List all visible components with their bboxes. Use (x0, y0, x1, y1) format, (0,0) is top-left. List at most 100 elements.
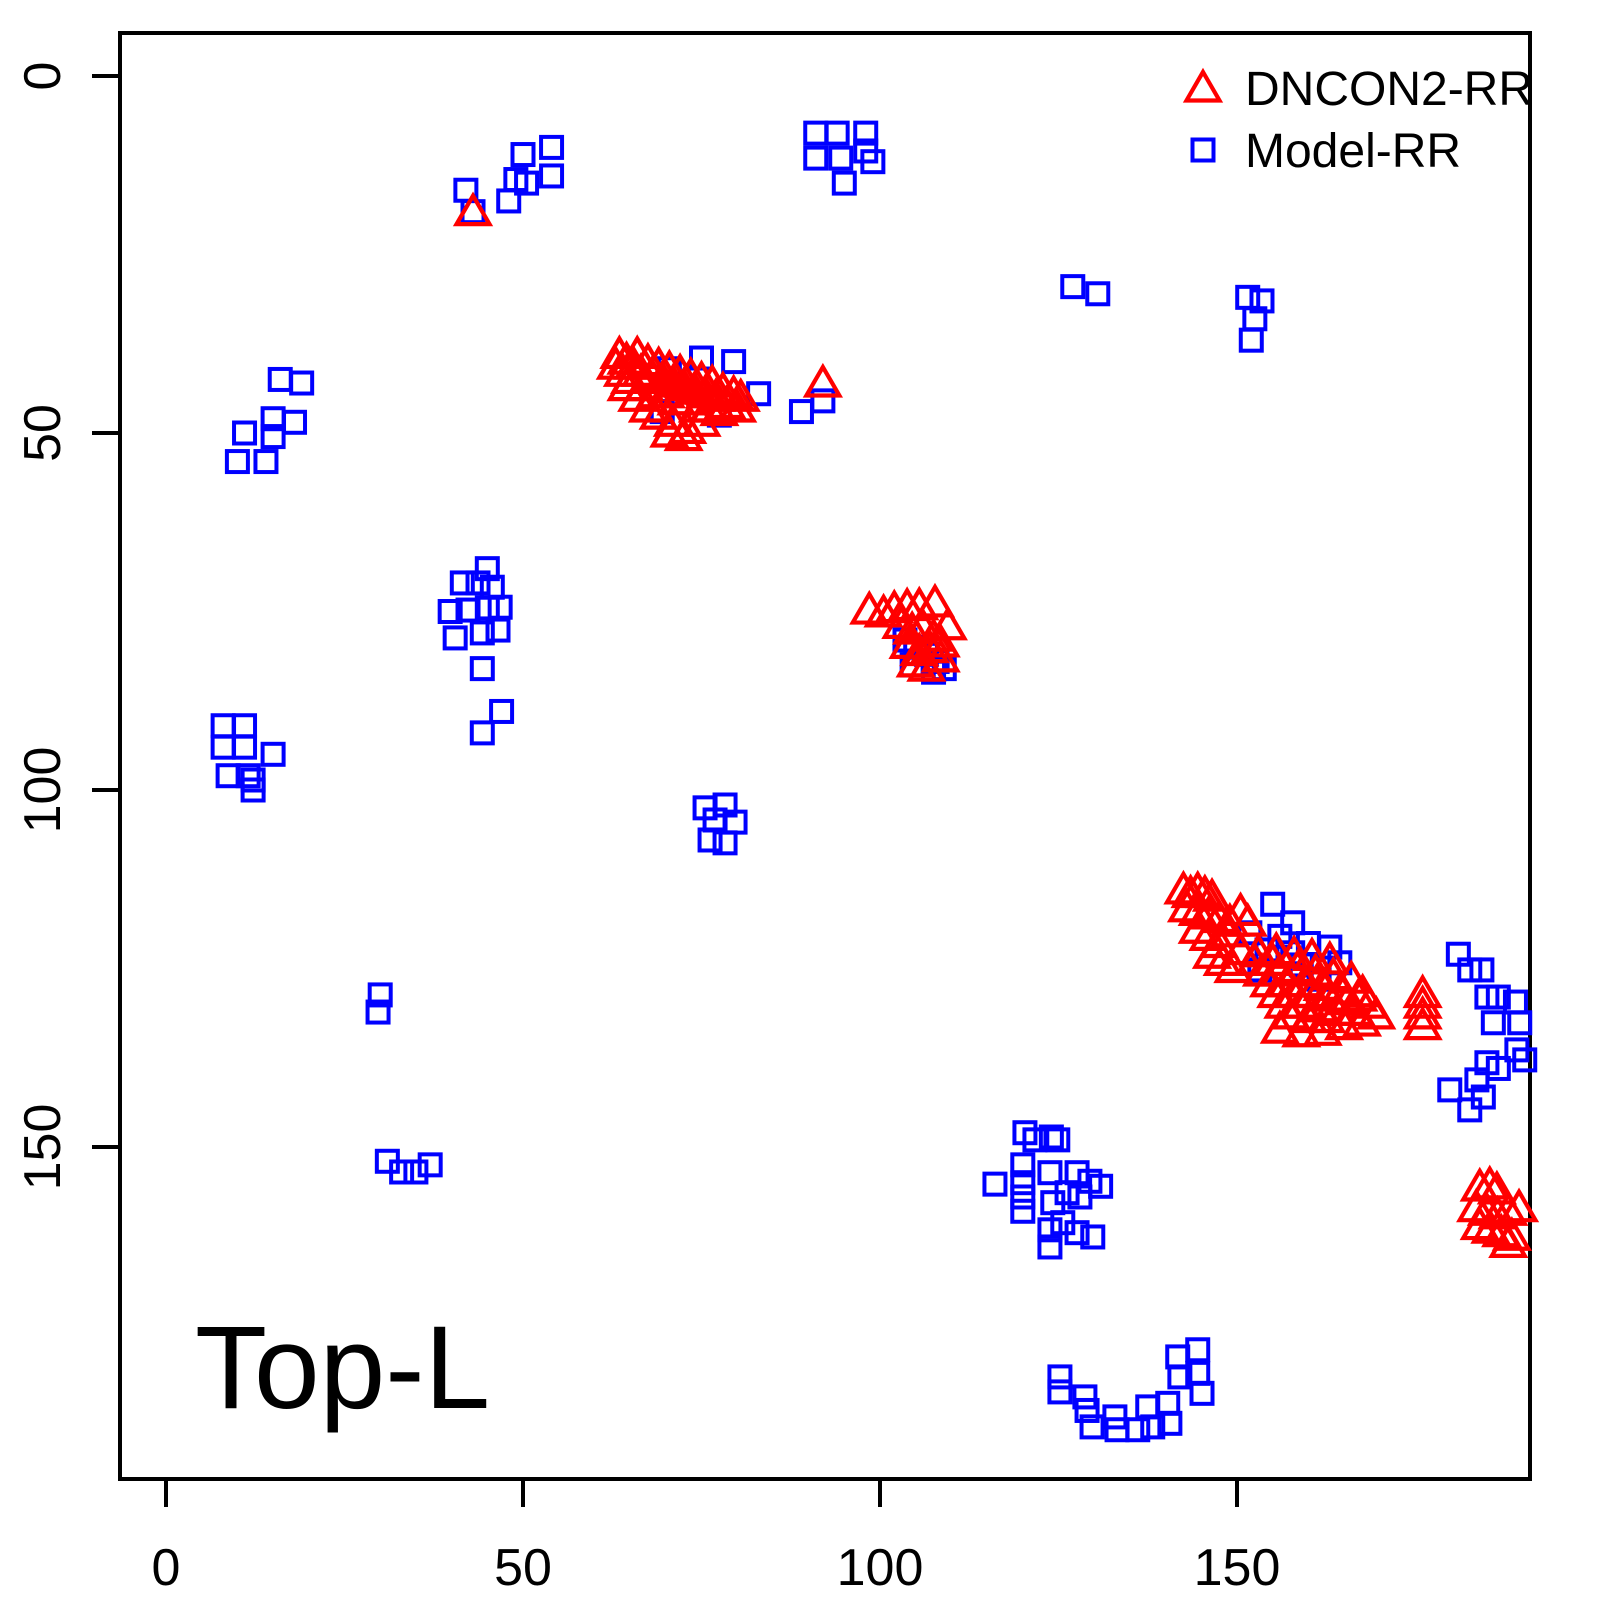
dncon2-rr-points (452, 191, 1540, 1258)
data-point-square (1140, 1414, 1166, 1440)
data-point-square (810, 388, 836, 414)
data-point-square (539, 134, 565, 160)
data-point-triangle (1256, 930, 1297, 966)
plot-title: Top-L (195, 1302, 490, 1434)
data-point-triangle (863, 592, 904, 628)
data-point-triangle (1402, 994, 1443, 1030)
data-point-square (803, 145, 829, 171)
data-point-triangle (1456, 1187, 1497, 1223)
data-point-square (465, 570, 491, 596)
data-point-square (539, 163, 565, 189)
data-point-square (514, 170, 540, 196)
data-point-triangle (1273, 934, 1315, 969)
data-point-triangle (670, 355, 711, 391)
data-point-square (1249, 288, 1275, 314)
data-point-square (449, 570, 475, 596)
data-point-triangle (1498, 1187, 1540, 1223)
data-point-square (697, 827, 723, 853)
data-point-square (1088, 1173, 1114, 1199)
data-point-square (403, 1159, 429, 1185)
y-axis: 0 50 100 150 (14, 62, 120, 1191)
data-point-square (510, 142, 536, 168)
data-point-square (1185, 1337, 1211, 1363)
data-point-triangle (681, 359, 722, 395)
data-point-triangle (1341, 1001, 1383, 1037)
data-point-square (1047, 1364, 1073, 1390)
data-point-square (210, 713, 236, 739)
data-point-square (489, 698, 515, 724)
data-point-square (487, 594, 513, 620)
data-point-square (1010, 1198, 1036, 1224)
data-point-triangle (920, 622, 961, 658)
data-point-square (267, 366, 293, 392)
data-point-square (1512, 1047, 1538, 1073)
data-point-square (365, 999, 391, 1025)
data-point-square (417, 1152, 443, 1178)
data-point-triangle (920, 637, 961, 673)
data-point-triangle (1191, 876, 1233, 912)
data-point-square (788, 399, 814, 425)
data-point-square (1480, 1010, 1506, 1036)
data-point-square (1010, 1184, 1036, 1210)
data-point-triangle (1177, 891, 1218, 926)
data-point-triangle (627, 387, 669, 423)
x-tick-label: 50 (494, 1539, 552, 1597)
x-tick-label: 100 (837, 1539, 924, 1597)
data-point-triangle (681, 402, 722, 437)
data-point-square (860, 149, 886, 175)
data-point-square (389, 1159, 415, 1185)
data-point-triangle (1402, 984, 1443, 1019)
data-point-triangle (659, 352, 701, 387)
x-axis: 0 50 100 150 (152, 1479, 1281, 1597)
data-point-triangle (1209, 912, 1251, 948)
data-point-triangle (1281, 1012, 1322, 1048)
data-point-triangle (1488, 1223, 1529, 1258)
data-point-triangle (1188, 894, 1229, 930)
data-point-square (831, 170, 857, 196)
data-point-square (1238, 327, 1264, 353)
data-point-square (232, 734, 258, 760)
x-tick-label: 0 (152, 1539, 181, 1597)
data-point-square (240, 777, 266, 803)
data-point-square (469, 720, 495, 746)
data-point-square (210, 734, 236, 760)
data-point-square (1507, 1010, 1533, 1036)
data-point-triangle (913, 617, 954, 652)
data-point-square (1457, 1097, 1483, 1123)
data-point-square (1074, 1397, 1100, 1423)
data-point-square (712, 830, 738, 856)
data-point-square (260, 424, 286, 450)
data-point-square (1060, 274, 1086, 300)
data-point-square (1437, 1077, 1463, 1103)
data-point-square (1038, 1124, 1064, 1150)
x-tick-label: 150 (1194, 1539, 1281, 1597)
data-point-square (469, 656, 495, 682)
data-point-triangle (663, 416, 704, 452)
data-point-triangle (649, 348, 690, 384)
legend: DNCON2-RR Model-RR (1182, 63, 1533, 178)
data-point-square (485, 617, 511, 643)
data-point-triangle (1356, 994, 1397, 1030)
data-point-square (1135, 1394, 1161, 1420)
data-point-square (1469, 957, 1495, 983)
data-point-square (1037, 1234, 1063, 1260)
data-point-triangle (613, 344, 654, 380)
data-point-triangle (802, 362, 844, 398)
data-point-square (1010, 1170, 1036, 1196)
y-tick-label: 150 (14, 1104, 72, 1191)
data-point-square (232, 420, 258, 446)
data-point-triangle (1270, 994, 1311, 1030)
data-point-square (253, 449, 279, 475)
data-point-square (1189, 1380, 1215, 1406)
data-point-triangle (1470, 1208, 1511, 1244)
data-point-triangle (717, 387, 758, 423)
y-tick-label: 50 (14, 404, 72, 462)
data-point-triangle (1306, 998, 1347, 1034)
data-point-triangle (1459, 1205, 1500, 1241)
data-point-square (1064, 1220, 1090, 1246)
data-point-triangle (895, 642, 936, 678)
data-point-triangle (452, 191, 494, 227)
data-point-square (1072, 1384, 1098, 1410)
data-point-triangle (1302, 1011, 1343, 1046)
